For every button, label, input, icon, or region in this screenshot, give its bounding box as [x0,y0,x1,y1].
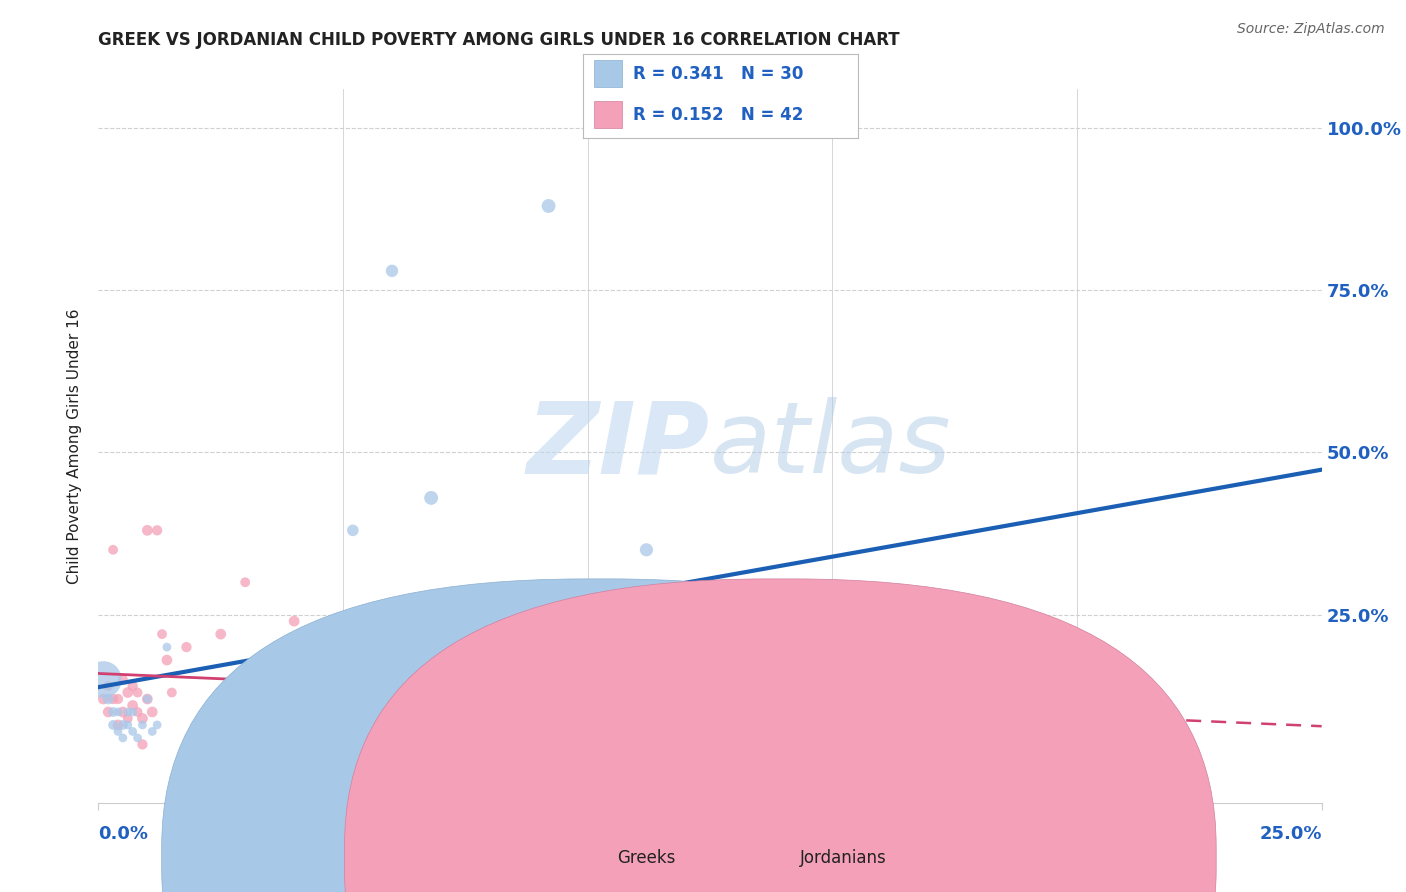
Point [650,738,672,752]
Point [821,705,844,719]
Point [1056,627,1078,641]
Point [121,698,143,713]
Text: R = 0.341   N = 30: R = 0.341 N = 30 [633,65,803,83]
Point [156,653,179,667]
Point [111,718,134,732]
Point [636,542,658,557]
Point [576,640,599,654]
Point [233,575,256,590]
Point [117,718,139,732]
Point [127,731,149,745]
Text: ZIP: ZIP [527,398,710,494]
Text: atlas: atlas [710,398,952,494]
Point [332,718,354,732]
Point [127,685,149,699]
Point [121,679,143,693]
Point [101,542,124,557]
Point [156,640,179,654]
Point [136,692,159,706]
Point [101,705,124,719]
Point [772,724,794,739]
Point [283,614,305,628]
Point [430,718,453,732]
Point [107,718,129,732]
Point [91,692,114,706]
Point [685,595,707,609]
Y-axis label: Child Poverty Among Girls Under 16: Child Poverty Among Girls Under 16 [67,309,83,583]
Point [91,673,114,687]
Text: 0.0%: 0.0% [98,825,149,843]
Point [488,692,510,706]
Point [342,524,364,538]
Point [111,705,134,719]
Point [141,724,163,739]
Point [845,588,868,602]
Point [131,738,153,752]
Point [713,673,735,687]
Point [111,731,134,745]
Text: Source: ZipAtlas.com: Source: ZipAtlas.com [1237,22,1385,37]
Point [527,653,550,667]
Point [97,692,120,706]
Point [107,705,129,719]
Point [131,718,153,732]
Point [117,685,139,699]
Point [405,705,427,719]
Point [107,692,129,706]
Point [259,673,281,687]
Point [600,705,623,719]
Text: Jordanians: Jordanians [800,849,887,867]
Point [101,692,124,706]
Point [586,588,609,602]
Point [136,524,159,538]
Bar [595,101,621,128]
Point [150,627,173,641]
Point [111,673,134,687]
Point [160,685,183,699]
Point [772,692,794,706]
Point [127,705,149,719]
Point [420,491,443,505]
Text: Greeks: Greeks [617,849,676,867]
Point [176,640,198,654]
Point [117,711,139,725]
Point [141,705,163,719]
Point [146,718,169,732]
Point [356,756,378,771]
Point [101,718,124,732]
Point [146,524,169,538]
Point [131,711,153,725]
Text: R = 0.152   N = 42: R = 0.152 N = 42 [633,105,803,123]
Bar [595,61,621,87]
Point [107,724,129,739]
Point [488,595,510,609]
Point [121,724,143,739]
Point [121,705,143,719]
Point [454,673,477,687]
Point [537,199,560,213]
Point [136,692,159,706]
Text: 25.0%: 25.0% [1260,825,1322,843]
Text: GREEK VS JORDANIAN CHILD POVERTY AMONG GIRLS UNDER 16 CORRELATION CHART: GREEK VS JORDANIAN CHILD POVERTY AMONG G… [98,31,900,49]
Point [209,627,232,641]
Point [97,679,120,693]
Point [920,647,942,661]
Point [381,264,404,278]
Point [97,705,120,719]
Point [117,705,139,719]
